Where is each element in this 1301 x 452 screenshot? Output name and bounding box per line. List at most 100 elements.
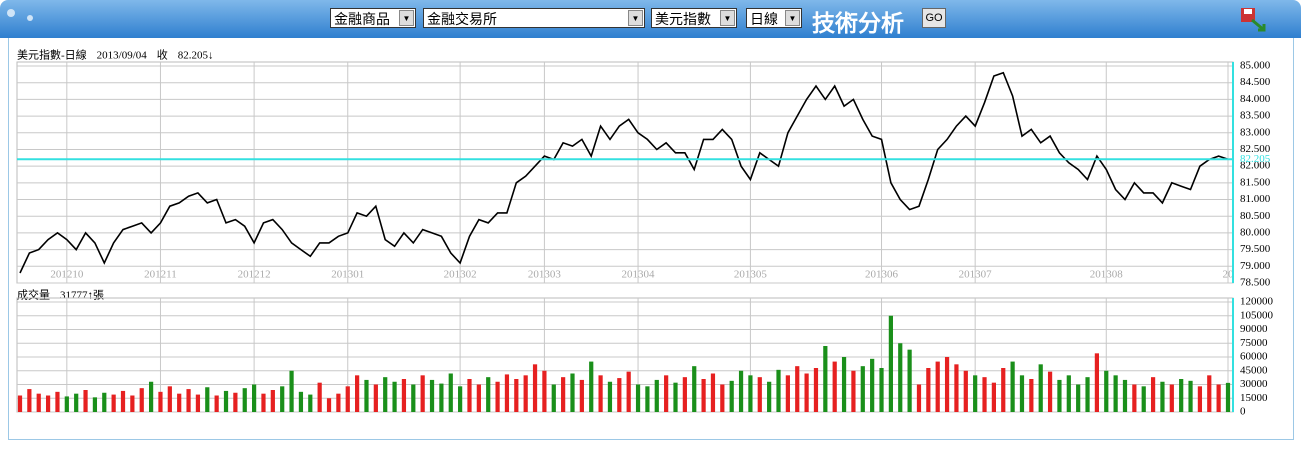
volume-bar (570, 373, 575, 412)
x-tick-label: 201305 (734, 269, 768, 281)
toolbar-title: 技術分析 (812, 10, 904, 36)
volume-bar (532, 364, 538, 412)
symbol-select[interactable]: 美元指數 ▼ (651, 8, 737, 28)
x-tick-label: 201307 (959, 269, 993, 281)
volume-bar (177, 393, 182, 412)
volume-bar (420, 375, 425, 412)
volume-bar (1010, 361, 1015, 412)
volume-bar (523, 375, 528, 412)
volume-bar (27, 389, 32, 412)
volume-bar (102, 392, 107, 412)
volume-bar (270, 390, 275, 412)
volume-bar (383, 377, 388, 412)
x-tick-label: 201306 (865, 269, 899, 281)
y-tick-label: 30000 (1240, 378, 1268, 390)
volume-bar (289, 370, 294, 412)
product-select[interactable]: 金融商品 ▼ (330, 8, 416, 28)
y-tick-label: 45000 (1240, 364, 1268, 376)
volume-bar (626, 371, 631, 412)
x-tick-label: 201211 (144, 269, 177, 281)
volume-bar (1066, 375, 1071, 412)
volume-bar (1225, 382, 1231, 412)
panel-info: 82.205↓ (178, 50, 214, 62)
volume-bar (1094, 353, 1100, 412)
volume-bar (476, 384, 481, 412)
period-select[interactable]: 日線 ▼ (746, 8, 802, 28)
y-tick-label: 81.000 (1240, 193, 1271, 205)
volume-bar (401, 379, 407, 412)
volume-bar (448, 373, 453, 412)
volume-bar (233, 392, 238, 412)
volume-bar (720, 384, 725, 412)
last-price-label: 82.205 (1240, 153, 1271, 165)
volume-bar (1047, 371, 1053, 412)
volume-bar (252, 384, 257, 412)
volume-bar (373, 384, 378, 412)
volume-bar (1188, 380, 1193, 412)
select-text: 金融商品 (334, 11, 390, 27)
volume-bar (617, 378, 622, 412)
volume-bar (55, 391, 60, 412)
volume-bar (504, 374, 510, 412)
volume-bar (767, 381, 772, 412)
volume-bar (148, 381, 154, 412)
chart-frame (8, 38, 1294, 440)
y-tick-label: 78.500 (1240, 277, 1271, 289)
volume-bar (111, 394, 116, 412)
volume-bar (907, 349, 912, 412)
x-tick-label: 201212 (238, 269, 271, 281)
volume-bar (729, 380, 734, 412)
volume-bar (692, 366, 697, 412)
x-tick-label: 201210 (50, 269, 84, 281)
volume-bar (963, 370, 968, 412)
window-dots (7, 9, 33, 21)
volume-bar (1001, 368, 1006, 412)
volume-bar (589, 361, 594, 412)
y-tick-label: 82.000 (1240, 160, 1271, 172)
volume-bar (870, 358, 875, 412)
y-tick-label: 105000 (1240, 309, 1274, 321)
volume-bar (1057, 379, 1062, 412)
volume-bar (738, 370, 744, 412)
volume-bar (635, 384, 641, 412)
y-tick-label: 75000 (1240, 337, 1268, 349)
volume-bar (242, 388, 247, 412)
y-tick-label: 79.500 (1240, 243, 1271, 255)
panel-info: 收 (157, 48, 168, 62)
y-tick-label: 82.500 (1240, 143, 1271, 155)
volume-bar (579, 379, 584, 412)
y-tick-label: 84.000 (1240, 93, 1271, 105)
volume-bar (364, 379, 369, 412)
volume-bar (832, 361, 837, 412)
toolbar: 金融商品 ▼ 金融交易所 ▼ 美元指數 ▼ 日線 ▼ 技術分析 GO (0, 0, 1301, 38)
volume-bar (804, 373, 809, 412)
panel-info: 美元指數-日線 (17, 48, 87, 62)
x-tick-label: 201301 (331, 269, 364, 281)
save-icon[interactable] (1238, 4, 1268, 34)
y-tick-label: 80.500 (1240, 210, 1271, 222)
volume-bar (92, 397, 98, 412)
volume-bar (1141, 386, 1146, 412)
volume-bar (645, 386, 650, 412)
volume-bar (898, 343, 903, 412)
go-button[interactable]: GO (922, 8, 946, 28)
volume-bar (1179, 379, 1184, 412)
volume-bar (664, 375, 669, 412)
y-tick-label: 81.500 (1240, 176, 1271, 188)
x-tick-label: 201304 (622, 269, 656, 281)
x-tick-label: 20 (1223, 269, 1235, 281)
volume-bar (1038, 364, 1043, 412)
volume-bar (795, 366, 800, 412)
volume-bar (973, 375, 978, 412)
volume-bar (757, 377, 762, 412)
volume-bar (954, 364, 959, 412)
exchange-select[interactable]: 金融交易所 ▼ (423, 8, 645, 28)
volume-bar (682, 377, 687, 412)
volume-bar (542, 370, 547, 412)
volume-bar (205, 387, 210, 412)
volume-bar (355, 375, 360, 412)
y-tick-label: 80.000 (1240, 226, 1271, 238)
volume-bar (280, 386, 285, 412)
volume-bar (851, 370, 856, 412)
